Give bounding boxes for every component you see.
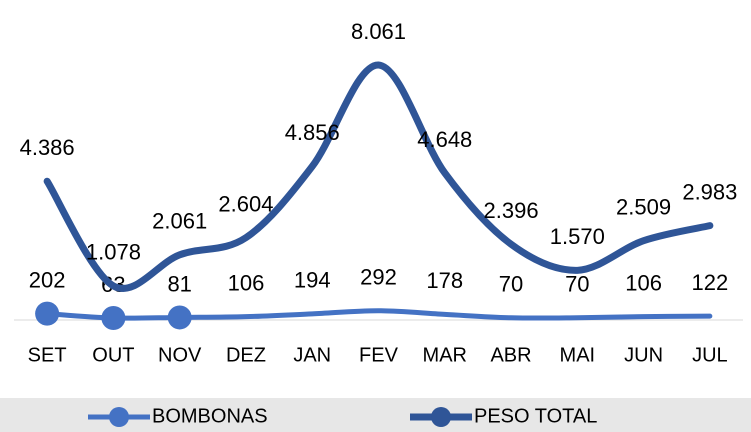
data-label: 4.386: [20, 135, 75, 160]
data-label: 2.396: [484, 198, 539, 223]
data-label: 81: [167, 271, 191, 296]
data-label: 2.509: [616, 194, 671, 219]
data-label: 1.570: [550, 224, 605, 249]
x-tick-label: MAI: [560, 344, 596, 366]
data-label: 106: [228, 270, 265, 295]
data-label: 2.604: [218, 191, 273, 216]
marker: [167, 305, 192, 330]
x-tick-label: MAR: [423, 344, 467, 366]
x-tick-label: ABR: [490, 344, 531, 366]
data-label: 4.856: [285, 120, 340, 145]
marker: [101, 306, 126, 331]
data-label: 1.078: [86, 240, 141, 265]
x-tick-label: FEV: [359, 344, 399, 366]
legend-marker: [109, 407, 129, 427]
data-label: 8.061: [351, 19, 406, 44]
data-label: 106: [625, 270, 662, 295]
data-label: 122: [692, 270, 729, 295]
data-label: 202: [29, 267, 66, 292]
x-tick-label: JAN: [293, 344, 331, 366]
legend-marker: [431, 407, 451, 427]
x-tick-label: DEZ: [226, 344, 266, 366]
data-label: 194: [294, 268, 331, 293]
data-label: 292: [360, 265, 397, 290]
data-label: 4.648: [417, 127, 472, 152]
series-line: [43, 61, 714, 292]
x-tick-label: JUL: [692, 344, 728, 366]
legend-label: PESO TOTAL: [474, 405, 597, 427]
marker: [35, 301, 60, 326]
legend-label: BOMBONAS: [152, 405, 268, 427]
x-tick-label: OUT: [92, 344, 134, 366]
series-line: [44, 308, 713, 321]
data-label: 70: [499, 272, 523, 297]
x-tick-label: NOV: [158, 344, 202, 366]
x-tick-label: SET: [28, 344, 67, 366]
x-tick-label: JUN: [624, 344, 663, 366]
data-label: 2.983: [682, 179, 737, 204]
data-label: 178: [426, 268, 463, 293]
data-label: 2.061: [152, 209, 207, 234]
data-label: 70: [565, 272, 589, 297]
